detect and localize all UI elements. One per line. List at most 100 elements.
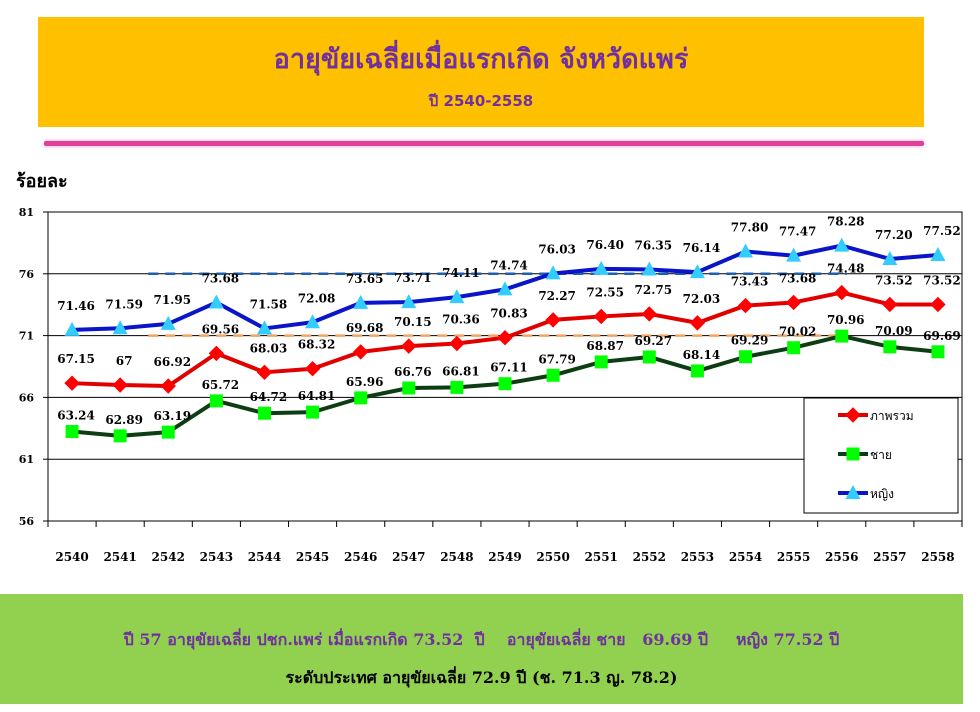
y-tick-label: 66 bbox=[19, 391, 35, 404]
data-label: 70.36 bbox=[442, 313, 480, 327]
data-label: 67 bbox=[116, 354, 133, 368]
data-label: 69.29 bbox=[731, 334, 769, 348]
data-label: 66.76 bbox=[394, 365, 432, 379]
data-label: 73.65 bbox=[346, 272, 384, 286]
data-point bbox=[737, 297, 754, 314]
x-tick-label: 2543 bbox=[200, 550, 233, 564]
data-label: 76.14 bbox=[683, 241, 721, 255]
data-point bbox=[593, 308, 609, 325]
data-label: 78.28 bbox=[827, 215, 865, 229]
data-point bbox=[834, 284, 850, 301]
legend-label: หญิง bbox=[870, 487, 894, 501]
data-point bbox=[65, 425, 79, 439]
line-chart: 56 61 66 71 76 81 2540 2541 2542 2543 2544 2545 2546… bbox=[19, 206, 963, 564]
data-label: 65.72 bbox=[202, 378, 240, 392]
data-label: 74.74 bbox=[490, 258, 528, 272]
data-label: 70.09 bbox=[875, 324, 913, 338]
x-tick-label: 2542 bbox=[152, 550, 185, 564]
data-label: 67.15 bbox=[57, 352, 95, 366]
y-tick-label: 76 bbox=[19, 268, 35, 281]
x-tick-label: 2545 bbox=[296, 550, 329, 564]
data-point bbox=[256, 364, 273, 381]
y-tick-label: 81 bbox=[19, 206, 34, 219]
data-point bbox=[305, 314, 321, 329]
legend-box bbox=[803, 397, 959, 514]
data-label: 64.81 bbox=[298, 389, 336, 403]
title-banner: อายุขัยเฉลี่ยเมื่อแรกเกิด จังหวัดแพร่ ปี… bbox=[38, 17, 924, 127]
summary-banner: ปี 57 อายุขัยเฉลี่ย ปชก.แพร่ เมื่อแรกเกิ… bbox=[0, 594, 963, 704]
data-point bbox=[497, 329, 513, 346]
data-point bbox=[209, 394, 223, 408]
data-label: 67.79 bbox=[538, 352, 576, 366]
data-label: 73.52 bbox=[875, 273, 913, 287]
legend-label: ชาย bbox=[870, 448, 892, 462]
data-label: 67.11 bbox=[490, 361, 528, 375]
data-point bbox=[113, 429, 127, 443]
x-tick-label: 2552 bbox=[633, 550, 666, 564]
data-point bbox=[112, 320, 128, 335]
data-point bbox=[306, 405, 320, 419]
x-tick-label: 2557 bbox=[873, 550, 906, 564]
data-point bbox=[641, 261, 657, 276]
x-tick-label: 2548 bbox=[440, 550, 473, 564]
data-label: 71.59 bbox=[105, 297, 143, 311]
data-label: 76.40 bbox=[586, 238, 624, 252]
data-point bbox=[64, 375, 80, 391]
x-tick-label: 2558 bbox=[921, 550, 954, 564]
x-tick-label: 2547 bbox=[392, 550, 425, 564]
data-point bbox=[546, 368, 560, 382]
data-point bbox=[401, 338, 417, 354]
data-label: 64.72 bbox=[250, 390, 288, 404]
data-point bbox=[352, 344, 369, 360]
data-label: 69.56 bbox=[202, 322, 240, 336]
data-label: 63.24 bbox=[57, 409, 95, 423]
data-label: 77.20 bbox=[875, 228, 913, 242]
data-point bbox=[257, 406, 271, 420]
data-label: 70.96 bbox=[827, 313, 865, 327]
data-label: 72.27 bbox=[538, 289, 576, 303]
legend-label: ภาพรวม bbox=[870, 409, 914, 423]
data-label: 68.03 bbox=[250, 341, 288, 355]
x-tick-label: 2556 bbox=[825, 550, 858, 564]
data-label: 70.15 bbox=[394, 315, 432, 329]
data-label: 71.46 bbox=[57, 299, 95, 313]
data-label: 66.92 bbox=[153, 355, 191, 369]
data-label: 77.47 bbox=[779, 225, 817, 239]
data-point bbox=[402, 381, 416, 395]
y-tick-label: 61 bbox=[19, 453, 34, 466]
y-axis-label: ร้อยละ bbox=[16, 171, 68, 192]
data-point bbox=[208, 345, 225, 362]
data-label: 62.89 bbox=[105, 413, 143, 427]
data-point bbox=[401, 294, 417, 309]
data-point bbox=[690, 364, 704, 378]
data-point bbox=[545, 312, 561, 328]
data-point bbox=[739, 350, 753, 364]
data-label: 71.95 bbox=[153, 293, 191, 307]
data-point bbox=[161, 425, 175, 439]
data-point bbox=[835, 329, 849, 343]
data-point bbox=[785, 294, 802, 311]
data-point bbox=[882, 250, 898, 265]
data-label: 73.71 bbox=[394, 271, 432, 285]
data-label: 73.43 bbox=[731, 275, 769, 289]
data-point bbox=[834, 237, 850, 252]
data-label: 73.68 bbox=[779, 271, 817, 285]
data-label: 73.52 bbox=[923, 273, 961, 287]
page-title: อายุขัยเฉลี่ยเมื่อแรกเกิด จังหวัดแพร่ bbox=[273, 44, 689, 75]
data-label: 72.55 bbox=[586, 285, 624, 299]
data-label: 77.80 bbox=[731, 221, 769, 235]
x-tick-label: 2540 bbox=[55, 550, 88, 564]
data-point bbox=[786, 247, 802, 262]
data-label: 68.87 bbox=[586, 339, 624, 353]
data-label: 65.96 bbox=[346, 375, 384, 389]
legend-marker bbox=[846, 447, 860, 461]
data-label: 70.83 bbox=[490, 307, 528, 321]
data-label: 70.02 bbox=[779, 325, 817, 339]
data-point bbox=[450, 380, 464, 394]
data-point bbox=[160, 378, 176, 394]
summary-line-1: ปี 57 อายุขัยเฉลี่ย ปชก.แพร่ เมื่อแรกเกิ… bbox=[123, 630, 840, 649]
x-tick-label: 2541 bbox=[103, 550, 136, 564]
data-point bbox=[930, 247, 946, 262]
data-point bbox=[112, 377, 128, 393]
data-point bbox=[449, 335, 465, 352]
